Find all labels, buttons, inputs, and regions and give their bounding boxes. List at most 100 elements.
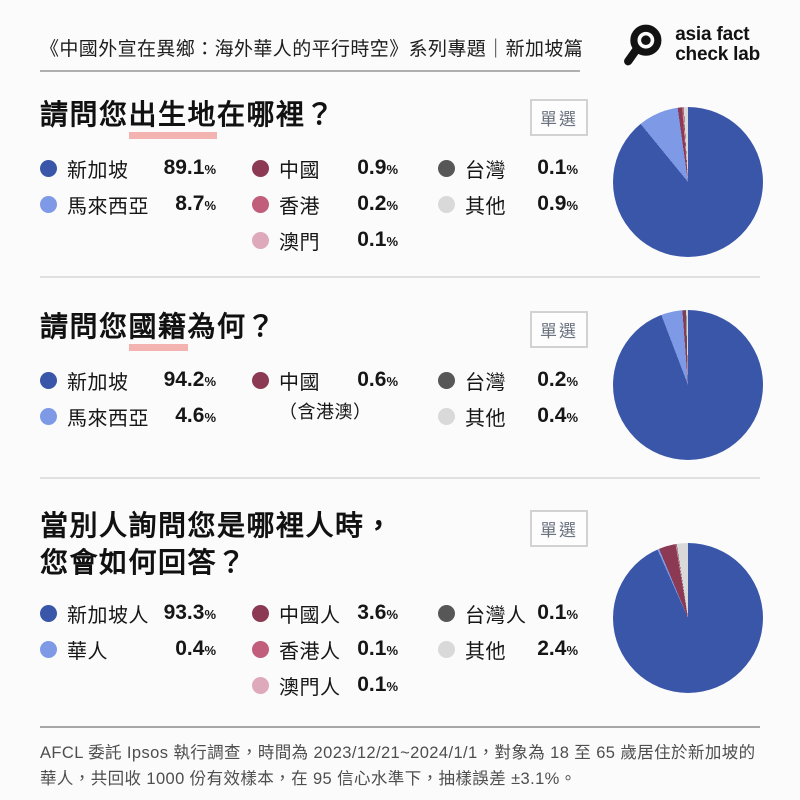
- legend-label: 台灣: [465, 371, 506, 394]
- legend-item: 華人 0.4%: [40, 631, 252, 667]
- legend-label: 馬來西亞: [67, 195, 149, 218]
- logo-line1: asia fact: [675, 23, 750, 45]
- legend-value: 0.1%: [357, 228, 398, 252]
- legend-value: 4.6%: [175, 404, 216, 428]
- title-highlighted-term: 國籍: [128, 311, 188, 351]
- legend-item: 澳門人 0.1%: [252, 667, 438, 703]
- legend-column: 新加坡 94.2% 馬來西亞 4.6%: [40, 362, 252, 434]
- section-nationality: 請問您國籍為何？ 單選 新加坡 94.2% 馬來西亞 4.6% 中國 0.6% （含港澳） 台…: [40, 278, 763, 477]
- legend-dot-icon: [40, 604, 57, 622]
- legend-value: 0.1%: [537, 601, 578, 625]
- legend-item: 馬來西亞 8.7%: [40, 186, 252, 222]
- legend-value-number: 8.7: [175, 192, 205, 215]
- legend-label: 台灣: [465, 159, 506, 182]
- legend-item: 中國 0.6%: [252, 362, 438, 398]
- percent-sign: %: [386, 198, 398, 213]
- legend: 新加坡 89.1% 馬來西亞 8.7% 中國 0.9% 香港 0.2% 澳門 0.1% 台灣 0.1%…: [40, 150, 588, 258]
- legend-dot-icon: [40, 371, 57, 389]
- percent-sign: %: [566, 607, 578, 623]
- percent-sign: %: [386, 374, 398, 389]
- pie-chart-birthplace: [613, 107, 763, 257]
- title-highlighted-term: 出生地: [128, 99, 218, 139]
- legend-item: 中國 0.9%: [252, 150, 438, 186]
- percent-sign: %: [204, 410, 216, 425]
- legend-item: 中國人 3.6%: [252, 595, 438, 631]
- legend-value: 0.9%: [357, 156, 398, 180]
- single-choice-badge: 單選: [530, 311, 588, 348]
- legend-dot-icon: [438, 195, 455, 213]
- percent-sign: %: [566, 198, 578, 213]
- legend: 新加坡 94.2% 馬來西亞 4.6% 中國 0.6% （含港澳） 台灣 0.2% 其他 0.4%: [40, 362, 588, 434]
- legend-label: 新加坡: [67, 371, 129, 394]
- legend-value-number: 93.3: [163, 601, 205, 625]
- title-text: 請問您: [40, 99, 129, 130]
- legend-dot-icon: [252, 604, 269, 622]
- percent-sign: %: [566, 374, 578, 389]
- legend-value: 0.9%: [537, 192, 578, 216]
- legend-item: 香港 0.2%: [252, 186, 438, 222]
- legend-label: 其他: [465, 640, 506, 663]
- legend-value: 89.1%: [164, 156, 216, 180]
- legend-dot-icon: [252, 371, 269, 389]
- title-text: 您會如何回答？: [40, 547, 247, 579]
- legend-label: 華人: [67, 640, 108, 663]
- percent-sign: %: [386, 643, 398, 659]
- legend-value: 0.1%: [357, 637, 398, 661]
- methodology-note: AFCL 委託 Ipsos 執行調查，時間為 2023/12/21~2024/1…: [40, 744, 756, 789]
- legend-item: 新加坡 94.2%: [40, 362, 252, 398]
- legend-value-number: 94.2: [163, 368, 205, 391]
- legend-dot-icon: [438, 159, 455, 177]
- legend-value-number: 89.1: [163, 156, 205, 179]
- legend-dot-icon: [40, 640, 57, 658]
- legend-value-number: 0.1: [537, 601, 567, 625]
- legend-value-number: 0.2: [357, 192, 387, 215]
- magnifier-icon: [624, 24, 662, 66]
- section-title: 請問您國籍為何？: [40, 308, 277, 351]
- section-title: 當別人詢問您是哪裡人時， 您會如何回答？: [40, 507, 394, 581]
- legend-value-number: 0.2: [537, 368, 567, 391]
- legend-value-number: 0.1: [537, 156, 567, 179]
- legend-value-number: 0.9: [357, 156, 387, 179]
- legend-value-number: 0.9: [537, 192, 567, 215]
- legend-dot-icon: [252, 195, 269, 213]
- legend-value-number: 0.1: [357, 228, 387, 251]
- percent-sign: %: [386, 607, 398, 623]
- percent-sign: %: [204, 374, 216, 389]
- legend-value: 0.4%: [537, 404, 578, 428]
- legend-item: 其他 0.4%: [438, 398, 588, 434]
- legend-label: 中國: [279, 159, 320, 182]
- legend-label: 澳門: [279, 231, 320, 254]
- legend-dot-icon: [438, 371, 455, 389]
- legend-value: 93.3%: [164, 601, 216, 625]
- legend-value: 94.2%: [164, 368, 216, 392]
- legend-value-number: 4.6: [175, 404, 205, 427]
- legend-sublabel: （含港澳）: [279, 402, 372, 422]
- section-divider: [40, 276, 760, 278]
- legend-column: 中國人 3.6% 香港人 0.1% 澳門人 0.1%: [252, 595, 438, 703]
- legend-item: 香港人 0.1%: [252, 631, 438, 667]
- legend-column: 台灣 0.2% 其他 0.4%: [438, 362, 588, 434]
- legend-label: 馬來西亞: [67, 407, 149, 430]
- section-divider: [40, 477, 760, 479]
- legend-value: 0.2%: [537, 368, 578, 392]
- legend-label: 新加坡人: [67, 604, 149, 627]
- legend-label: 澳門人: [279, 676, 341, 699]
- legend-label: 香港人: [279, 640, 341, 663]
- title-text: 在哪裡？: [217, 99, 336, 130]
- pie-chart-nationality: [613, 310, 763, 460]
- legend-item: 新加坡人 93.3%: [40, 595, 252, 631]
- legend-item: 台灣 0.2%: [438, 362, 588, 398]
- legend-value-number: 0.6: [357, 368, 387, 391]
- legend-label: 中國: [279, 371, 320, 394]
- legend-dot-icon: [40, 195, 57, 213]
- legend-value: 8.7%: [175, 192, 216, 216]
- legend-dot-icon: [40, 407, 57, 425]
- title-text: 為何？: [187, 311, 277, 342]
- legend-value: 3.6%: [357, 601, 398, 625]
- percent-sign: %: [566, 643, 578, 659]
- logo-wordmark: asia fact check lab: [675, 23, 760, 65]
- afcl-logo: asia fact check lab: [620, 22, 760, 68]
- percent-sign: %: [204, 162, 216, 177]
- percent-sign: %: [204, 607, 216, 623]
